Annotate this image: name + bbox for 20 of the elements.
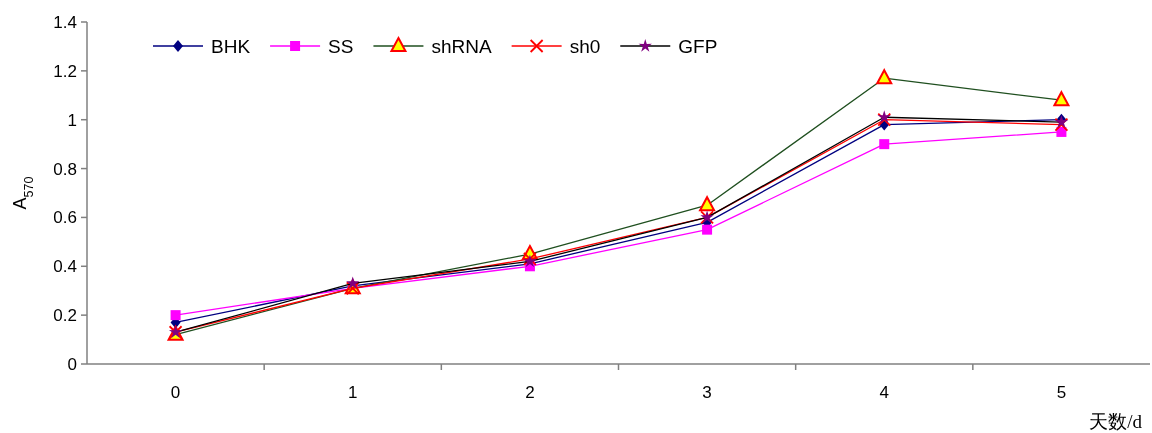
legend-label: BHK [211, 36, 251, 57]
x-tick-label: 1 [348, 383, 358, 402]
x-tick-label: 2 [525, 383, 535, 402]
legend-label: sh0 [569, 36, 601, 57]
legend-label: GFP [678, 36, 718, 57]
x-tick-label: 5 [1056, 383, 1067, 402]
y-tick-label: 0.6 [53, 208, 77, 228]
legend-label: shRNA [431, 36, 492, 57]
y-tick-label: 0 [67, 355, 77, 374]
y-tick-label: 0.4 [53, 257, 77, 277]
legend-label: SS [328, 36, 354, 57]
y-tick-label: 0.8 [53, 159, 77, 179]
y-tick-label: 1.2 [53, 61, 77, 81]
y-tick-label: 1 [67, 110, 77, 130]
y-tick-label: 0.2 [53, 306, 77, 326]
x-tick-label: 0 [170, 383, 181, 402]
x-axis-title: 天数/d [1089, 411, 1143, 432]
y-tick-label: 1.4 [53, 13, 77, 32]
x-tick-label: 3 [702, 383, 712, 402]
x-tick-label: 4 [879, 383, 889, 402]
